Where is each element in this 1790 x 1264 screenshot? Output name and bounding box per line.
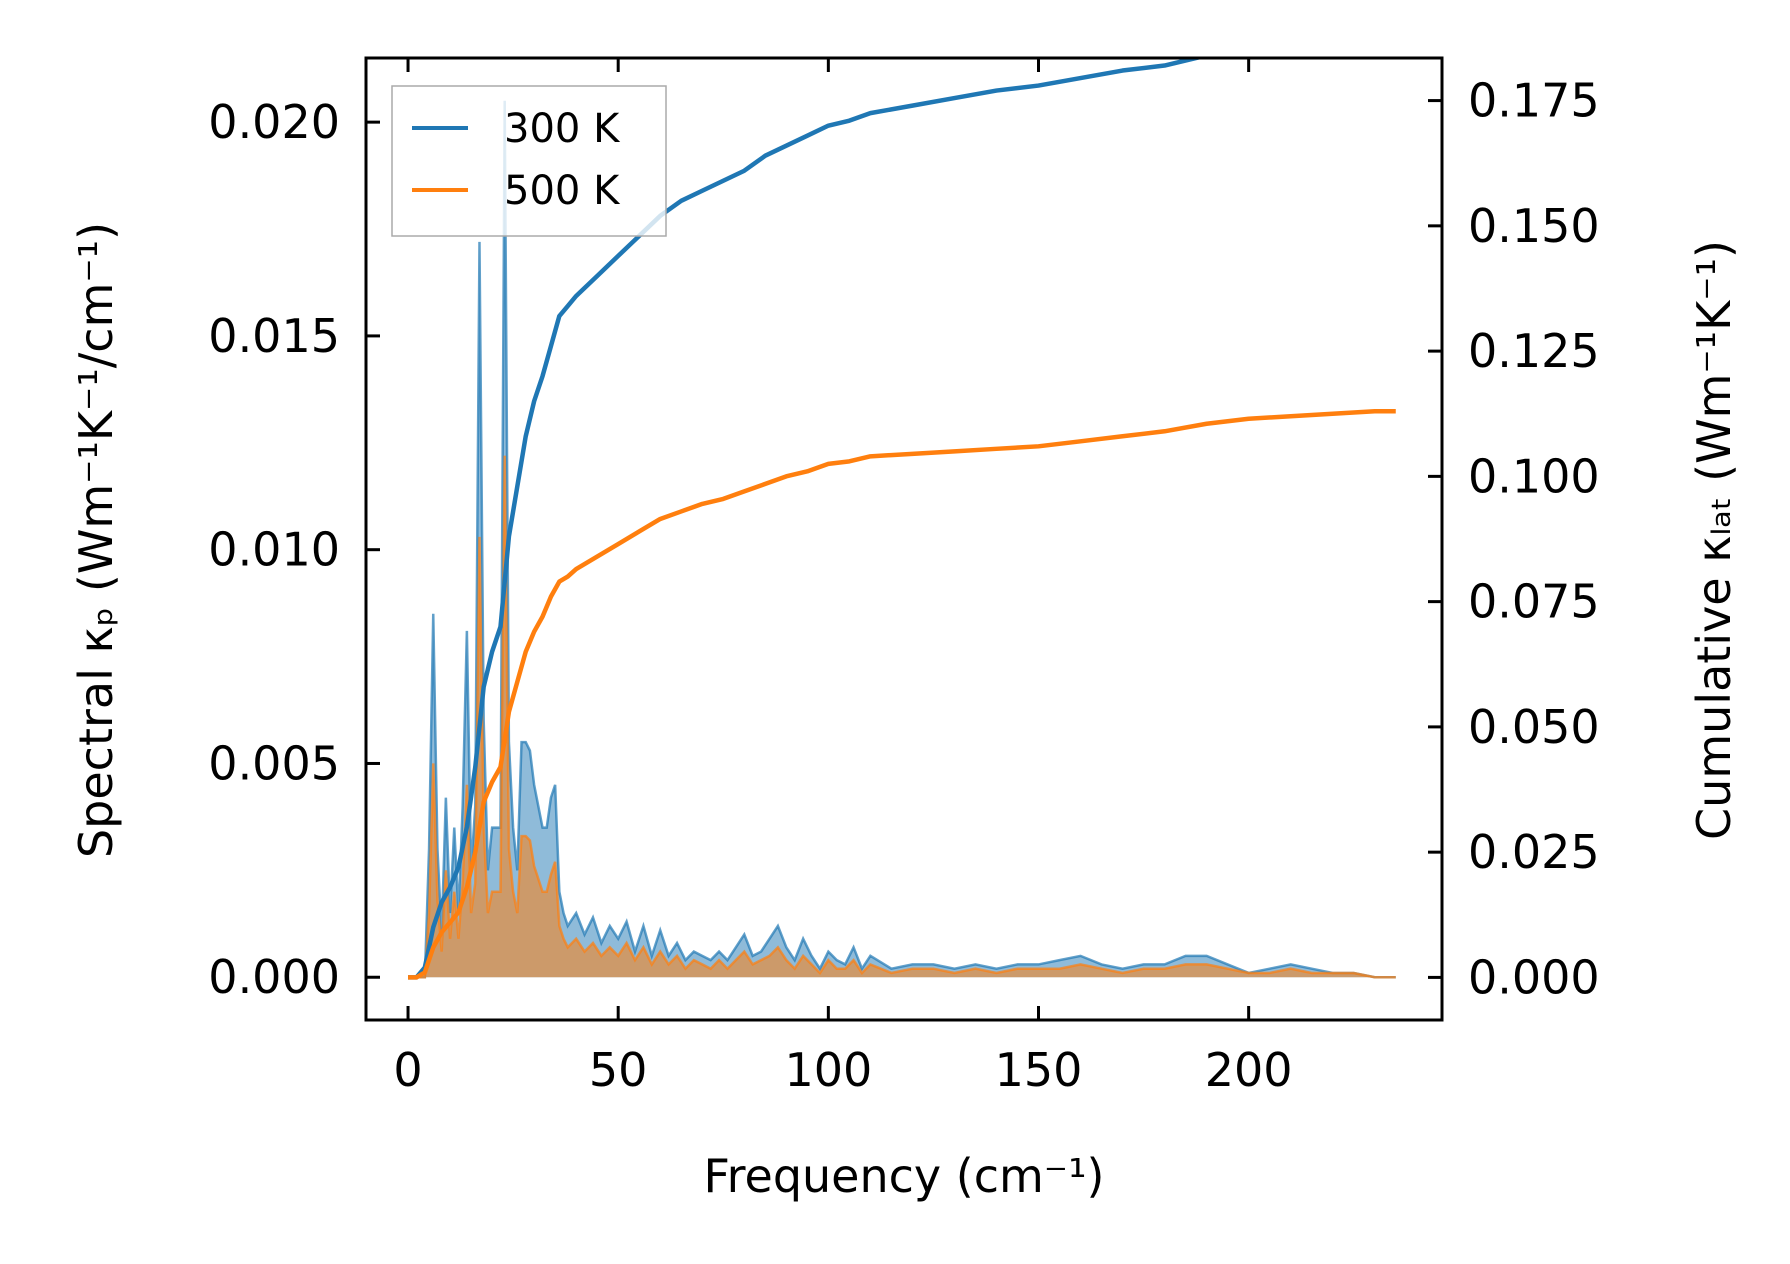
y-left-tick-label: 0.005 (208, 736, 340, 790)
legend-label-300k: 300 K (504, 106, 621, 152)
plot-frame (364, 56, 1444, 1022)
y-right-tick-label: 0.000 (1468, 950, 1600, 1004)
y-left-axis-title: Spectral κₚ (Wm⁻¹K⁻¹/cm⁻¹) (69, 222, 123, 858)
y-left-tick-label: 0.010 (208, 523, 340, 577)
y-right-tick-label: 0.050 (1468, 700, 1600, 754)
x-tick-label: 200 (1205, 1043, 1293, 1097)
y-right-tick-label: 0.150 (1468, 199, 1600, 253)
y-right-axis-ticks: 0.000 0.025 0.050 0.075 0.100 0.125 0.150 0.175 (1428, 74, 1600, 1004)
x-axis-title: Frequency (cm⁻¹) (704, 1149, 1105, 1203)
y-right-axis-title: Cumulative κₗₐₜ (Wm⁻¹K⁻¹) (1687, 240, 1741, 840)
x-tick-label: 100 (784, 1043, 872, 1097)
y-left-axis-ticks: 0.000 0.005 0.010 0.015 0.020 (208, 95, 380, 1004)
x-tick-label: 50 (589, 1043, 648, 1097)
y-right-tick-label: 0.075 (1468, 575, 1600, 629)
x-tick-label: 0 (393, 1043, 422, 1097)
y-left-tick-label: 0.020 (208, 95, 340, 149)
legend-label-500k: 500 K (504, 168, 621, 214)
x-tick-label: 150 (995, 1043, 1083, 1097)
y-left-tick-label: 0.015 (208, 309, 340, 363)
spectral-fill-500k (408, 455, 1396, 978)
spectral-line-300k (408, 100, 1396, 979)
y-right-tick-label: 0.025 (1468, 825, 1600, 879)
x-axis-ticks: 0 50 100 150 200 (393, 58, 1293, 1097)
cumulative-line-500k (408, 408, 1396, 980)
y-left-tick-label: 0.000 (208, 950, 340, 1004)
y-right-tick-label: 0.175 (1468, 74, 1600, 128)
legend: 300 K 500 K (391, 85, 667, 237)
y-right-tick-label: 0.125 (1468, 324, 1600, 378)
legend-box (391, 85, 667, 237)
y-right-tick-label: 0.100 (1468, 449, 1600, 503)
spectral-line-500k (408, 455, 1396, 979)
